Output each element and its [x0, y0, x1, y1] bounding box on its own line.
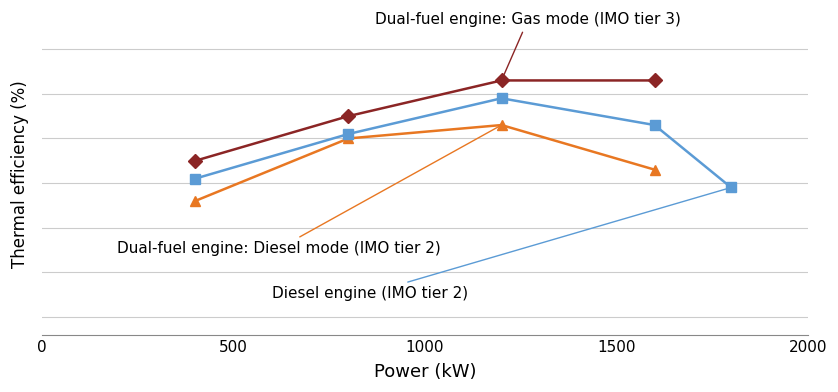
Text: Dual-fuel engine: Gas mode (IMO tier 3): Dual-fuel engine: Gas mode (IMO tier 3)	[375, 12, 681, 78]
Text: Diesel engine (IMO tier 2): Diesel engine (IMO tier 2)	[272, 188, 728, 301]
Text: Dual-fuel engine: Diesel mode (IMO tier 2): Dual-fuel engine: Diesel mode (IMO tier …	[117, 126, 499, 256]
Y-axis label: Thermal efficiency (%): Thermal efficiency (%)	[11, 80, 29, 268]
X-axis label: Power (kW): Power (kW)	[374, 363, 476, 381]
